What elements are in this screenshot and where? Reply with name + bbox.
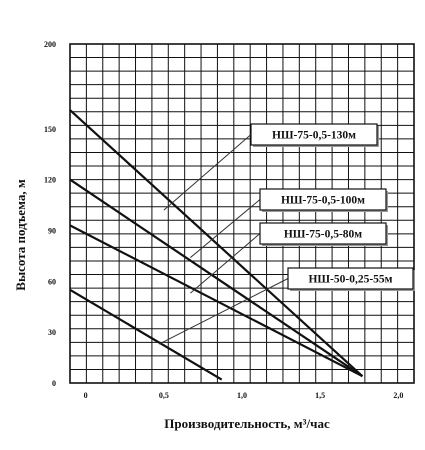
series-line <box>69 288 223 381</box>
callout-box <box>287 267 414 290</box>
x-tick-label: 1,0 <box>237 391 247 400</box>
series-line <box>69 224 363 378</box>
callout-leader-line <box>190 233 261 294</box>
y-tick-label: 120 <box>44 176 56 185</box>
series-callouts: НШ-75-0,5-130м НШ-75-0,5-100м НШ-75-0,5-80… <box>158 123 415 345</box>
x-axis-title: Производительность, м³/час <box>164 416 330 431</box>
callout-box <box>259 222 387 245</box>
series-label: НШ-75-0,5-80м <box>284 229 362 241</box>
x-tick-label: 0,5 <box>159 391 169 400</box>
y-tick-label: 90 <box>48 226 56 235</box>
series-line <box>69 178 364 378</box>
y-tick-label: 150 <box>44 125 56 134</box>
x-tick-label: 2,0 <box>393 391 403 400</box>
callout-leader-line <box>158 278 289 345</box>
y-tick-label: 0 <box>52 379 56 388</box>
x-tick-label: 1,5 <box>315 391 325 400</box>
callout-leader-line <box>163 134 252 211</box>
series-label: НШ-75-0,5-100м <box>281 195 365 207</box>
series-label: НШ-50-0,25-55м <box>308 274 392 286</box>
series-label: НШ-75-0,5-130м <box>272 130 356 142</box>
y-axis-title: Высота подъема, м <box>13 179 28 291</box>
y-tick-label: 30 <box>48 328 56 337</box>
callout-box <box>250 123 378 146</box>
x-tick-label: 0 <box>84 391 88 400</box>
y-tick-label: 200 <box>44 40 56 49</box>
axis-ticks: 0 0,5 1,0 1,5 2,0 0 30 60 90 120 150 200 <box>44 40 403 400</box>
plot-frame <box>69 43 415 384</box>
series-lines <box>69 109 364 381</box>
callout-box <box>259 188 387 211</box>
y-tick-label: 60 <box>48 277 56 286</box>
series-line <box>69 109 364 378</box>
callout-leader-line <box>190 199 261 258</box>
